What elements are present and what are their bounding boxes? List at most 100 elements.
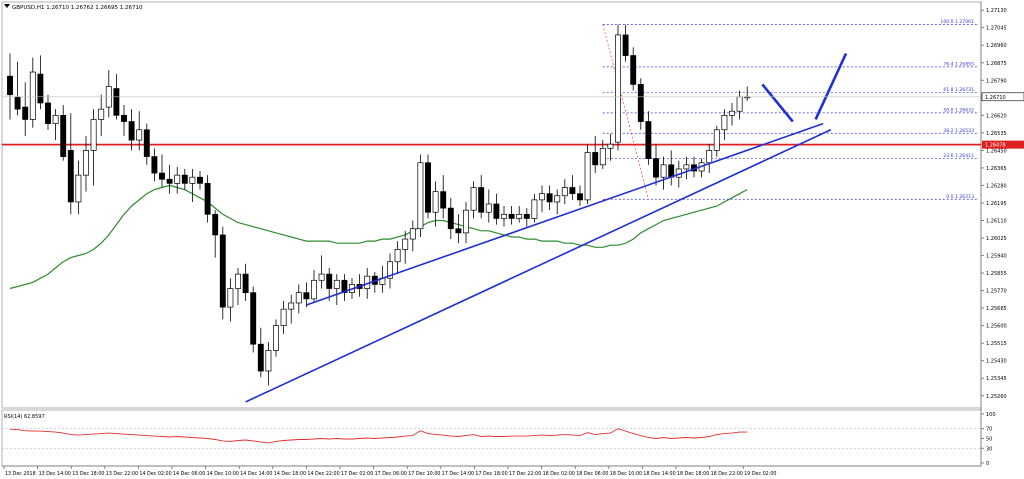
- trendline: [306, 122, 824, 306]
- candle: [37, 55, 44, 110]
- bull-candle-body: [432, 191, 439, 213]
- candle: [181, 168, 188, 190]
- price-tick-label: 1.26110: [986, 218, 1007, 224]
- candle: [280, 300, 287, 334]
- fib-level-label: 23.6 1.26411: [943, 153, 974, 159]
- candle: [52, 109, 59, 141]
- bear-candle-body: [14, 96, 21, 110]
- candle: [166, 164, 173, 194]
- bear-candle-body: [37, 73, 44, 104]
- bull-candle-body: [470, 187, 477, 211]
- trendline: [245, 129, 832, 403]
- bull-candle-body: [683, 164, 690, 170]
- rsi-tick-label: 30: [986, 446, 992, 452]
- price-tick-label: 1.27045: [986, 26, 1007, 32]
- candle: [409, 220, 416, 252]
- time-tick-label: 14 Dec 02:00: [139, 471, 171, 477]
- candlesticks: [7, 24, 751, 386]
- candle: [227, 278, 234, 322]
- price-tick-label: 1.25600: [986, 324, 1007, 330]
- rsi-tick-label: 100: [986, 412, 996, 418]
- bull-candle-body: [394, 249, 401, 263]
- candle: [318, 255, 325, 289]
- dropdown-triangle-icon[interactable]: [4, 4, 10, 8]
- price-tick-label: 1.26365: [986, 166, 1007, 172]
- candle: [485, 189, 492, 223]
- time-tick-label: 18 Dec 10:00: [610, 471, 642, 477]
- candle: [288, 294, 295, 324]
- bear-candle-body: [212, 213, 219, 236]
- price-tick-label: 1.26790: [986, 78, 1007, 84]
- candle: [432, 181, 439, 227]
- bear-candle-body: [645, 121, 652, 159]
- candle: [539, 185, 545, 213]
- bull-candle-body: [227, 288, 234, 308]
- bear-candle-body: [204, 183, 211, 215]
- bear-candle-body: [569, 187, 576, 195]
- time-tick-label: 14 Dec 18:00: [274, 471, 306, 477]
- price-tick-label: 1.26025: [986, 236, 1007, 242]
- time-tick-label: 13 Dec 18:00: [72, 471, 104, 477]
- candle: [273, 319, 279, 357]
- candle: [75, 160, 82, 215]
- bull-candle-body: [721, 114, 728, 131]
- candle: [204, 175, 211, 223]
- candle: [653, 144, 659, 186]
- rsi-tick-label: 0: [986, 461, 989, 467]
- bull-candle-body: [75, 174, 82, 203]
- fibonacci-retracement: 100.0 1.27061 76.4 1.26855 61.8 1.26731 50.…: [602, 19, 979, 200]
- bull-candle-body: [554, 195, 561, 203]
- candle: [159, 154, 165, 188]
- price-tick-label: 1.26875: [986, 61, 1007, 67]
- candle: [257, 327, 264, 378]
- time-tick-label: 17 Dec 10:00: [408, 471, 440, 477]
- candle: [615, 24, 621, 151]
- candle: [83, 135, 89, 192]
- moving-average: [9, 184, 748, 290]
- bear-candle-body: [181, 174, 188, 184]
- bull-candle-body: [90, 119, 97, 151]
- bull-candle-body: [736, 96, 743, 112]
- time-tick-label: 13 Dec 14:00: [39, 471, 71, 477]
- bear-candle-body: [166, 178, 173, 184]
- ma-line: [9, 184, 748, 290]
- price-tick-label: 1.25515: [986, 341, 1007, 347]
- rsi-indicator: RSI(14) 62.8597 100 70 50 30 0: [2, 412, 996, 467]
- bear-candle-body: [219, 234, 226, 308]
- bull-candle-body: [713, 129, 720, 151]
- candle: [729, 102, 735, 126]
- bull-candle-body: [409, 228, 416, 240]
- bull-candle-body: [729, 110, 735, 116]
- candle: [447, 197, 454, 240]
- bear-candle-body: [455, 228, 462, 234]
- time-tick-label: 17 Dec 18:00: [475, 471, 507, 477]
- bull-candle-body: [318, 273, 325, 281]
- price-tick-label: 1.25940: [986, 254, 1007, 260]
- candle: [523, 208, 530, 227]
- bear-candle-body: [250, 292, 257, 345]
- bear-candle-body: [7, 75, 13, 96]
- fib-level-label: 100.0 1.27061: [940, 19, 974, 25]
- bear-candle-body: [159, 172, 165, 180]
- price-tick-label: 1.25430: [986, 359, 1007, 365]
- candle: [493, 193, 500, 225]
- bull-candle-body: [607, 143, 614, 149]
- bull-candle-body: [273, 325, 279, 351]
- fib-level-label: 38.2 1.26533: [943, 128, 974, 134]
- projection-path: [761, 52, 848, 123]
- resistance-line: 1.26478: [2, 140, 1024, 149]
- bull-candle-body: [311, 279, 317, 300]
- bull-candle-body: [531, 199, 538, 219]
- candle: [189, 168, 196, 202]
- current-price-value: 1.26710: [985, 95, 1006, 101]
- symbol-header: GBPUSD,H1 1.26710 1.26762 1.26695 1.2671…: [12, 5, 143, 11]
- bull-candle-body: [615, 34, 621, 143]
- bear-candle-body: [143, 129, 150, 157]
- current-price-label-bg: [981, 92, 1024, 102]
- candle: [501, 206, 507, 227]
- candle: [143, 123, 150, 165]
- trendlines: [245, 122, 832, 403]
- candle: [455, 214, 462, 244]
